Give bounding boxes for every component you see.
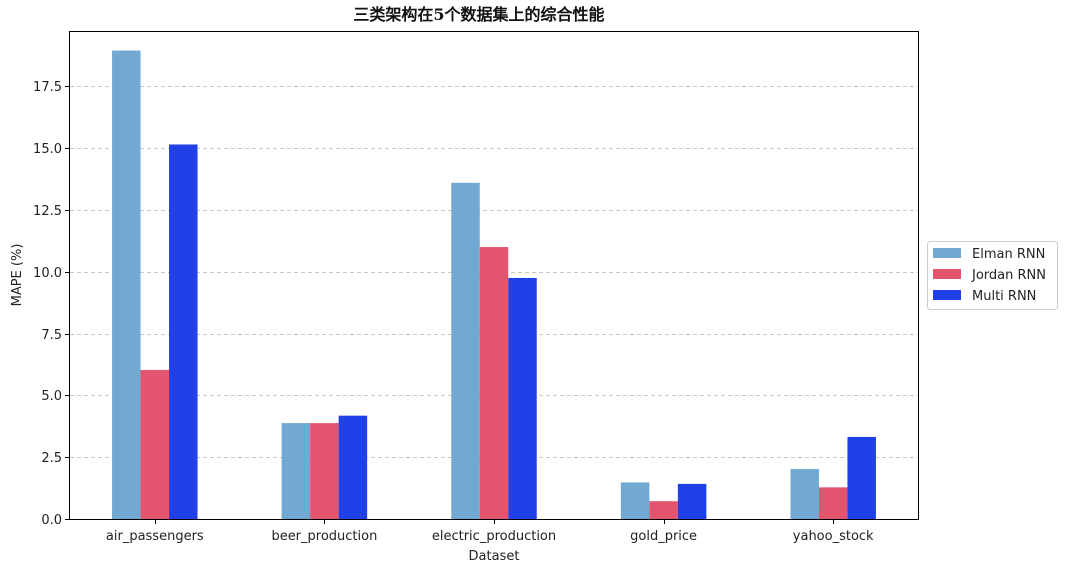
legend: Elman RNN Jordan RNN Multi RNN: [927, 241, 1058, 310]
x-axis-ticks: air_passengers beer_production electric_pr…: [106, 519, 874, 544]
legend-swatch: [933, 269, 961, 279]
bar-elman-rnn-air-passengers: [112, 50, 141, 519]
y-tick-label: 0.0: [41, 513, 62, 528]
bar-elman-rnn-electric-production: [451, 182, 480, 520]
y-tick-label: 17.5: [33, 80, 62, 95]
bar-multi-rnn-gold-price: [677, 483, 707, 519]
bar-elman-rnn-beer-production: [281, 423, 311, 519]
legend-label: Multi RNN: [972, 289, 1036, 304]
bar-jordan-rnn-air-passengers: [140, 369, 170, 519]
bar-multi-rnn-air-passengers: [169, 144, 198, 520]
y-tick-label: 12.5: [33, 204, 62, 219]
legend-swatch: [933, 290, 961, 300]
y-tick-label: 5.0: [41, 389, 62, 404]
x-tick-label: gold_price: [630, 529, 697, 544]
legend-swatch: [933, 248, 961, 258]
x-tick-label: air_passengers: [106, 529, 204, 544]
y-axis-label: MAPE (%): [10, 244, 25, 307]
x-axis-label: Dataset: [469, 549, 520, 564]
bars: [112, 50, 876, 520]
y-tick-label: 2.5: [41, 451, 62, 466]
bar-jordan-rnn-electric-production: [479, 247, 509, 520]
bar-multi-rnn-beer-production: [338, 415, 368, 519]
x-tick-label: electric_production: [432, 529, 556, 544]
bar-multi-rnn-yahoo-stock: [847, 436, 876, 519]
bar-multi-rnn-electric-production: [508, 277, 537, 519]
y-tick-label: 15.0: [33, 142, 62, 157]
bar-elman-rnn-yahoo-stock: [790, 469, 819, 519]
y-tick-label: 10.0: [33, 266, 62, 281]
y-axis-ticks: 0.0 2.5 5.0 7.5 10.0 12.5 15.0 17.5: [33, 80, 70, 528]
bar-jordan-rnn-gold-price: [649, 501, 678, 519]
bar-jordan-rnn-beer-production: [310, 423, 339, 519]
y-tick-label: 7.5: [41, 328, 62, 343]
x-tick-label: yahoo_stock: [793, 529, 874, 544]
legend-label: Jordan RNN: [971, 268, 1046, 283]
legend-label: Elman RNN: [972, 247, 1045, 262]
bar-jordan-rnn-yahoo-stock: [818, 487, 848, 519]
x-tick-label: beer_production: [271, 529, 377, 544]
bar-elman-rnn-gold-price: [620, 482, 650, 519]
chart-title: 三类架构在5个数据集上的综合性能: [353, 5, 604, 24]
